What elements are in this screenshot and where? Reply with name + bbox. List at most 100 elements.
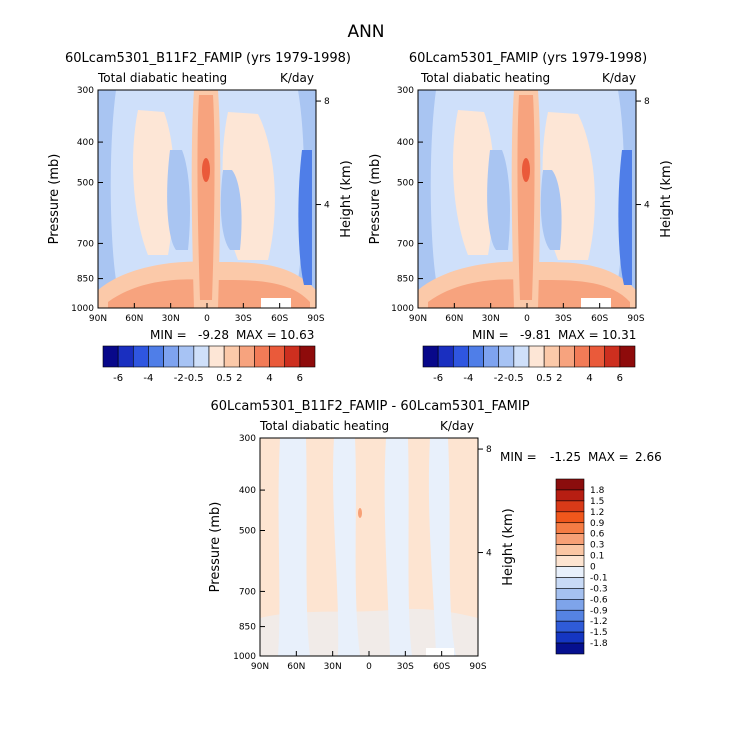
- panel-1-subtitle-right: K/day: [280, 71, 314, 85]
- p2-y-tick-label: 300: [397, 86, 414, 96]
- panel-2-title: 60Lcam5301_FAMIP (yrs 1979-1998): [409, 51, 647, 66]
- panel-2-max-value: 10.31: [602, 328, 636, 342]
- p2-y-tick-label: 500: [397, 178, 414, 188]
- p1-colorbar-swatch: [254, 345, 270, 368]
- p2-x-tick-label: 30S: [555, 314, 572, 324]
- panel-3-field-blue-band-2: [333, 438, 360, 656]
- p1-colorbar-swatch: [299, 345, 316, 368]
- p1-y-tick-label: 850: [77, 275, 94, 285]
- panel-3-field-blue-band-1: [278, 438, 310, 656]
- p3-colorbar-label: 0.9: [590, 519, 605, 529]
- p1-y-right-tick-label: 8: [324, 97, 330, 107]
- panel-2: 60Lcam5301_FAMIP (yrs 1979-1998) Total d…: [368, 51, 674, 384]
- p2-colorbar-swatch: [437, 345, 454, 368]
- p2-colorbar-swatch: [528, 345, 545, 368]
- p3-colorbar-swatch: [555, 609, 585, 622]
- panel-3-field-blue-band-3: [384, 438, 412, 656]
- p3-y-right-tick-label: 8: [486, 445, 492, 455]
- p1-colorbar-label: -6: [113, 373, 123, 384]
- panel-3-field-blue-band-4: [428, 438, 456, 656]
- p2-colorbar-swatch: [543, 345, 560, 368]
- p1-x-tick-label: 90S: [307, 314, 324, 324]
- p2-colorbar-label: -2: [494, 373, 504, 384]
- panel-2-field-missing: [581, 298, 611, 308]
- p1-y-tick-label: 500: [77, 178, 94, 188]
- p2-colorbar-swatch: [498, 345, 515, 368]
- p3-x-tick-label: 0: [366, 662, 372, 672]
- p1-y-tick-label: 400: [77, 138, 94, 148]
- p1-x-tick-label: 0: [204, 314, 210, 324]
- p2-colorbar-label: -4: [463, 373, 473, 384]
- p1-colorbar-swatch: [102, 345, 119, 368]
- p3-colorbar-label: -0.3: [590, 584, 608, 594]
- p1-y-right-tick-label: 4: [324, 201, 330, 211]
- p2-colorbar-label: 0.5: [536, 373, 552, 384]
- p2-colorbar-swatch: [604, 345, 621, 368]
- p2-colorbar-label: 2: [556, 373, 562, 384]
- p2-y-tick-label: 850: [397, 275, 414, 285]
- p3-y-tick-label: 400: [239, 486, 256, 496]
- panel-2-subtitle-right: K/day: [602, 71, 636, 85]
- p3-colorbar-swatch: [555, 588, 585, 600]
- p1-colorbar-swatch: [117, 345, 134, 368]
- p2-colorbar-swatch: [468, 345, 484, 368]
- p2-y-tick-label: 1000: [391, 304, 414, 314]
- p3-colorbar-label: 0: [590, 563, 596, 573]
- p1-colorbar-swatch: [208, 345, 225, 368]
- panel-3-y-axis-right: 84: [478, 445, 492, 559]
- p3-y-tick-label: 700: [239, 587, 256, 597]
- p3-colorbar-label: 0.1: [590, 552, 604, 562]
- panel-3-plot-area: [259, 437, 479, 657]
- panel-3-title: 60Lcam5301_B11F2_FAMIP - 60Lcam5301_FAMI…: [210, 399, 529, 414]
- panel-2-field-blue-left: [487, 150, 510, 250]
- p3-colorbar-label: 1.2: [590, 508, 604, 518]
- p1-colorbar-label: 0.5: [216, 373, 232, 384]
- p2-y-tick-label: 400: [397, 138, 414, 148]
- p3-colorbar-swatch: [555, 533, 585, 545]
- panel-3-field-boundary-layer: [260, 608, 478, 656]
- panel-1-subtitle-left: Total diabatic heating: [97, 71, 227, 85]
- p1-colorbar-swatch: [132, 345, 149, 368]
- p1-x-tick-label: 60N: [125, 314, 143, 324]
- p2-colorbar-swatch: [513, 345, 530, 368]
- p1-x-tick-label: 30S: [235, 314, 252, 324]
- p3-y-tick-label: 300: [239, 434, 256, 444]
- p2-colorbar-swatch: [558, 345, 575, 368]
- panel-3-field-local-max: [358, 508, 362, 518]
- p1-colorbar-label: 4: [266, 373, 272, 384]
- panel-1-field-missing: [261, 298, 291, 308]
- p3-colorbar-label: -1.2: [590, 617, 608, 627]
- panel-3-max-value: 2.66: [635, 450, 662, 464]
- p1-x-tick-label: 60S: [271, 314, 288, 324]
- panel-1-field-blue-left: [167, 150, 190, 250]
- p2-colorbar-label: -0.5: [504, 373, 524, 384]
- p1-colorbar-swatch: [193, 345, 210, 368]
- p3-x-tick-label: 90N: [251, 662, 269, 672]
- panel-1-y-label: Pressure (mb): [47, 154, 62, 245]
- p3-colorbar-swatch: [555, 489, 585, 502]
- panel-2-max-label: MAX =: [558, 328, 599, 342]
- panel-1-title: 60Lcam5301_B11F2_FAMIP (yrs 1979-1998): [65, 51, 351, 66]
- p3-y-tick-label: 850: [239, 623, 256, 633]
- p3-colorbar-swatch: [555, 500, 585, 513]
- p2-x-tick-label: 0: [524, 314, 530, 324]
- p3-colorbar-swatch: [555, 577, 585, 589]
- panel-2-field-itcz-max: [522, 158, 530, 182]
- panel-2-field-cream-left: [453, 110, 495, 255]
- panel-2-subtitle-left: Total diabatic heating: [420, 71, 550, 85]
- p1-y-tick-label: 700: [77, 239, 94, 249]
- p2-colorbar-label: 6: [617, 373, 623, 384]
- panel-3-y-label-right: Height (km): [501, 508, 516, 585]
- panel-1-max-value: 10.63: [280, 328, 314, 342]
- panel-1-y-label-right: Height (km): [339, 160, 354, 237]
- panel-2-field-south-pole-blue: [618, 150, 632, 285]
- panel-3-max-label: MAX =: [588, 450, 629, 464]
- panel-1-field-itcz-orange: [197, 95, 215, 300]
- p3-colorbar-swatch: [555, 555, 585, 567]
- p2-y-tick-label: 700: [397, 239, 414, 249]
- p3-colorbar-label: 1.8: [590, 486, 605, 496]
- panel-3-field-peach-band: [366, 438, 380, 656]
- panel-3-y-axis: 300 400 500 700 850 1000: [233, 434, 265, 662]
- p3-colorbar-swatch: [555, 544, 585, 556]
- figure-title: ANN: [347, 22, 384, 42]
